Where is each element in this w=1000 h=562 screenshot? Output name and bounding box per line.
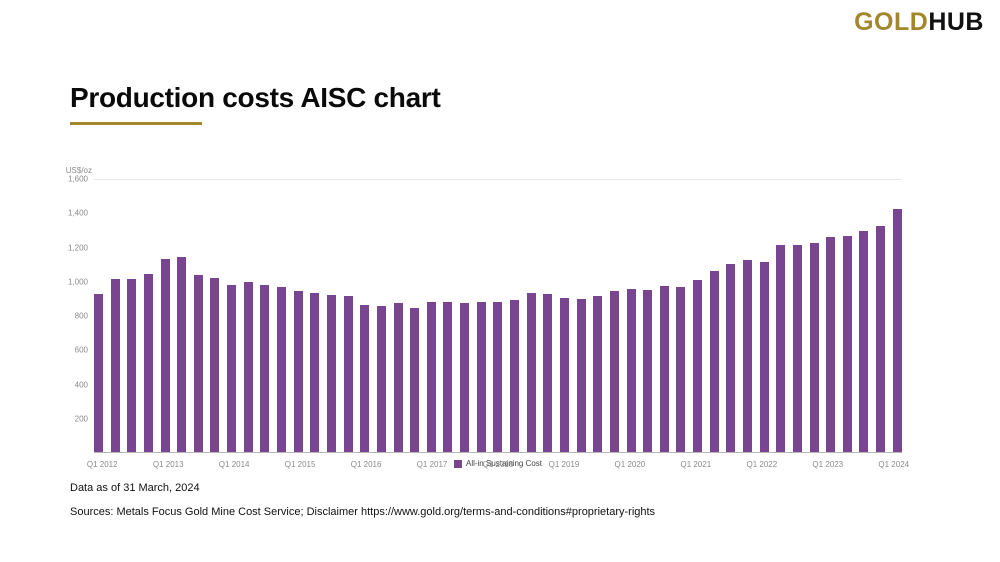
x-tick-label: Q1 2015 (284, 460, 316, 469)
chart-legend: All-in Sustaining Cost (450, 459, 546, 468)
bar (393, 303, 403, 452)
bar (177, 256, 187, 452)
aisc-bar-chart: US$/oz 200 400 600 800 1,000 1,200 1,400 1,600 … (58, 166, 909, 481)
legend-swatch (453, 459, 462, 468)
x-tick-label: Q1 2016 (350, 460, 382, 469)
x-tick-label: Q1 2012 (86, 460, 118, 469)
bar (94, 293, 103, 452)
x-tick-label: Q1 2018 (482, 460, 514, 469)
sources-note: Sources: Metals Focus Gold Mine Cost Ser… (70, 506, 656, 518)
y-tick-label: 1,200 (67, 243, 88, 252)
logo-gold-text: GOLD (854, 8, 929, 36)
bar (693, 280, 703, 452)
bar (659, 286, 669, 452)
bar (593, 295, 603, 452)
bar (493, 301, 503, 452)
bar (127, 278, 137, 452)
bar (460, 303, 470, 452)
bar (476, 302, 486, 452)
bar (143, 273, 153, 452)
bar (526, 293, 536, 452)
x-tick-label: Q1 2013 (152, 460, 184, 469)
y-axis-unit-label: US$/oz (65, 166, 92, 175)
bar (826, 236, 836, 452)
bar (559, 298, 569, 452)
bar (410, 308, 420, 452)
y-tick-label: 800 (74, 311, 88, 321)
page-title: Production costs AISC chart (70, 82, 441, 113)
x-tick-label: Q1 2021 (680, 460, 712, 469)
bar (193, 275, 203, 452)
bar (160, 259, 170, 452)
x-tick-label: Q1 2022 (746, 460, 778, 469)
x-tick-label: Q1 2024 (878, 460, 910, 469)
plot-area (94, 179, 902, 453)
y-tick-label: 1,000 (67, 277, 88, 287)
logo-hub-text: HUB (928, 8, 984, 36)
bar (343, 295, 353, 452)
bar (876, 225, 886, 452)
bar (609, 290, 619, 452)
x-tick-label: Q1 2017 (416, 460, 448, 469)
bar (227, 284, 237, 452)
bar (726, 264, 736, 452)
bar (742, 259, 752, 452)
bar (709, 270, 719, 452)
bar (809, 242, 819, 452)
bar (260, 284, 270, 452)
bar (443, 301, 453, 452)
bar (859, 231, 869, 452)
bar (360, 304, 370, 452)
bar (110, 279, 120, 452)
bar (326, 294, 336, 452)
bar (210, 277, 220, 452)
y-tick-label: 400 (74, 380, 88, 389)
bar (376, 305, 386, 452)
bar (842, 236, 852, 452)
goldhub-logo[interactable]: GOLDHUB (854, 8, 984, 37)
y-tick-label: 1,400 (67, 208, 88, 218)
y-tick-label: 200 (74, 414, 88, 424)
bar (543, 293, 553, 452)
x-tick-label: Q1 2023 (812, 460, 844, 469)
title-underline (70, 122, 202, 125)
x-tick-label: Q1 2014 (218, 460, 250, 469)
bar (676, 287, 686, 452)
bar (510, 299, 520, 452)
y-tick-label: 600 (74, 345, 88, 355)
bar (892, 208, 902, 452)
bar (576, 299, 586, 452)
x-tick-label: Q1 2019 (548, 460, 580, 469)
bar (626, 288, 636, 452)
data-as-of-note: Data as of 31 March, 2024 (70, 482, 200, 494)
bar (792, 244, 802, 452)
bar (759, 261, 769, 452)
bar (310, 293, 320, 452)
y-tick-label: 1,600 (67, 174, 88, 184)
y-axis: 200 400 600 800 1,000 1,200 1,400 1,600 (58, 175, 88, 453)
bar (277, 287, 287, 452)
x-axis: All-in Sustaining Cost Q1 2012 Q1 2013 Q1 … (87, 456, 909, 480)
bar (776, 245, 786, 452)
legend-label: All-in Sustaining Cost (465, 459, 543, 468)
bar (426, 302, 436, 452)
bar (293, 290, 303, 452)
x-tick-label: Q1 2020 (614, 460, 646, 469)
bar (643, 289, 653, 452)
bar (243, 282, 253, 452)
